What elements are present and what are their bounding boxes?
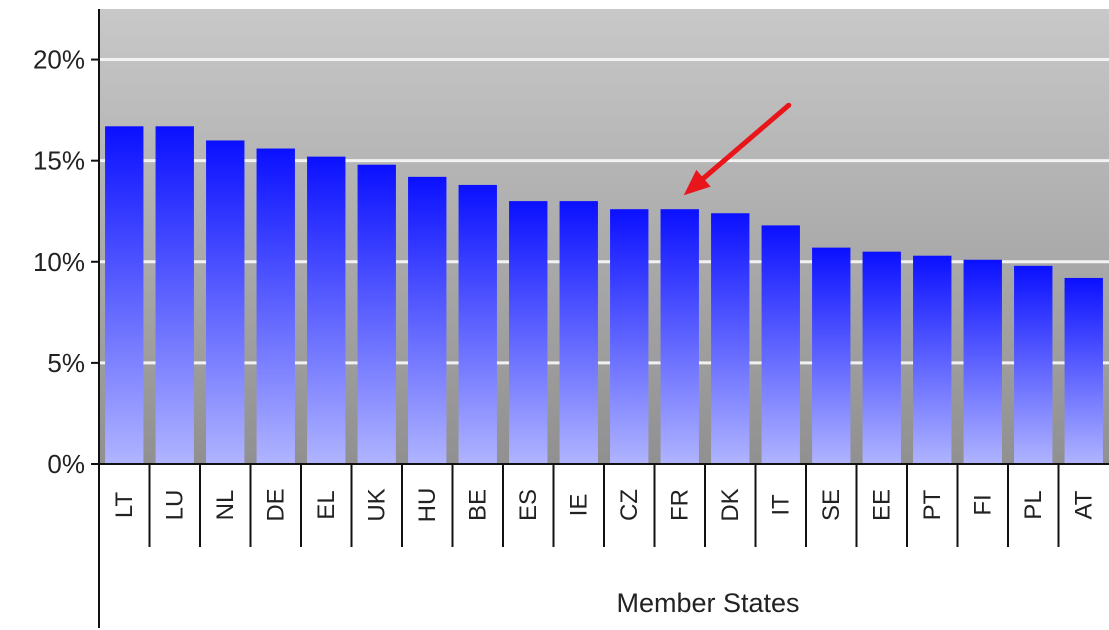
x-category-label-ee: EE [868, 489, 895, 521]
y-tick-label-15: 15% [33, 146, 85, 176]
y-tick-label-5: 5% [47, 348, 85, 378]
x-category-label-dk: DK [717, 488, 744, 521]
arrow-head [683, 169, 711, 196]
x-category-label-at: AT [1070, 490, 1097, 519]
x-category-label-lu: LU [161, 490, 188, 521]
x-category-label-be: BE [464, 489, 491, 521]
bar-nl [206, 140, 245, 464]
bar-el [307, 156, 346, 464]
highlight-arrow [683, 102, 792, 196]
bar-fi [963, 259, 1002, 464]
bars [105, 126, 1103, 465]
x-category-label-de: DE [262, 488, 289, 521]
x-category-labels: LT LU NL DE EL UK HU BE ES IE CZ FR DK IT SE EE PT FI PL AT [111, 488, 1098, 523]
bar-es [509, 201, 548, 464]
bar-ie [559, 201, 598, 464]
x-category-label-lt: LT [111, 492, 138, 519]
y-tick-label-0: 0% [47, 449, 85, 479]
bar-dk [711, 213, 750, 464]
x-category-label-fr: FR [666, 489, 693, 521]
bar-uk [357, 164, 396, 464]
bar-hu [408, 176, 447, 464]
x-category-label-es: ES [515, 489, 542, 521]
bar-de [256, 148, 295, 465]
y-tick-labels: 0% 5% 10% 15% 20% [33, 45, 85, 479]
x-category-label-el: EL [313, 490, 340, 519]
x-category-label-hu: HU [414, 488, 441, 523]
bar-at [1064, 277, 1103, 464]
plot-background [99, 9, 1109, 464]
bar-fr [660, 209, 699, 464]
bar-cz [610, 209, 649, 464]
x-category-label-nl: NL [212, 490, 239, 521]
x-axis-title: Member States [616, 588, 799, 618]
x-category-label-fi: FI [969, 494, 996, 515]
bar-ee [862, 251, 901, 464]
axes [91, 9, 1109, 628]
x-category-label-uk: UK [363, 488, 390, 521]
bar-it [761, 225, 800, 464]
bar-lt [105, 126, 144, 465]
x-category-label-cz: CZ [616, 489, 643, 521]
x-category-label-pl: PL [1020, 490, 1047, 519]
y-tick-label-10: 10% [33, 247, 85, 277]
x-category-label-ie: IE [565, 494, 592, 517]
bar-lu [155, 126, 194, 465]
bar-be [458, 184, 497, 464]
x-category-label-it: IT [767, 494, 794, 516]
bar-pt [913, 255, 952, 464]
bar-pl [1014, 265, 1053, 464]
bar-se [812, 247, 851, 464]
arrow-shaft [695, 102, 792, 186]
x-category-label-pt: PT [919, 489, 946, 520]
y-tick-label-20: 20% [33, 45, 85, 75]
x-category-label-se: SE [818, 489, 845, 521]
